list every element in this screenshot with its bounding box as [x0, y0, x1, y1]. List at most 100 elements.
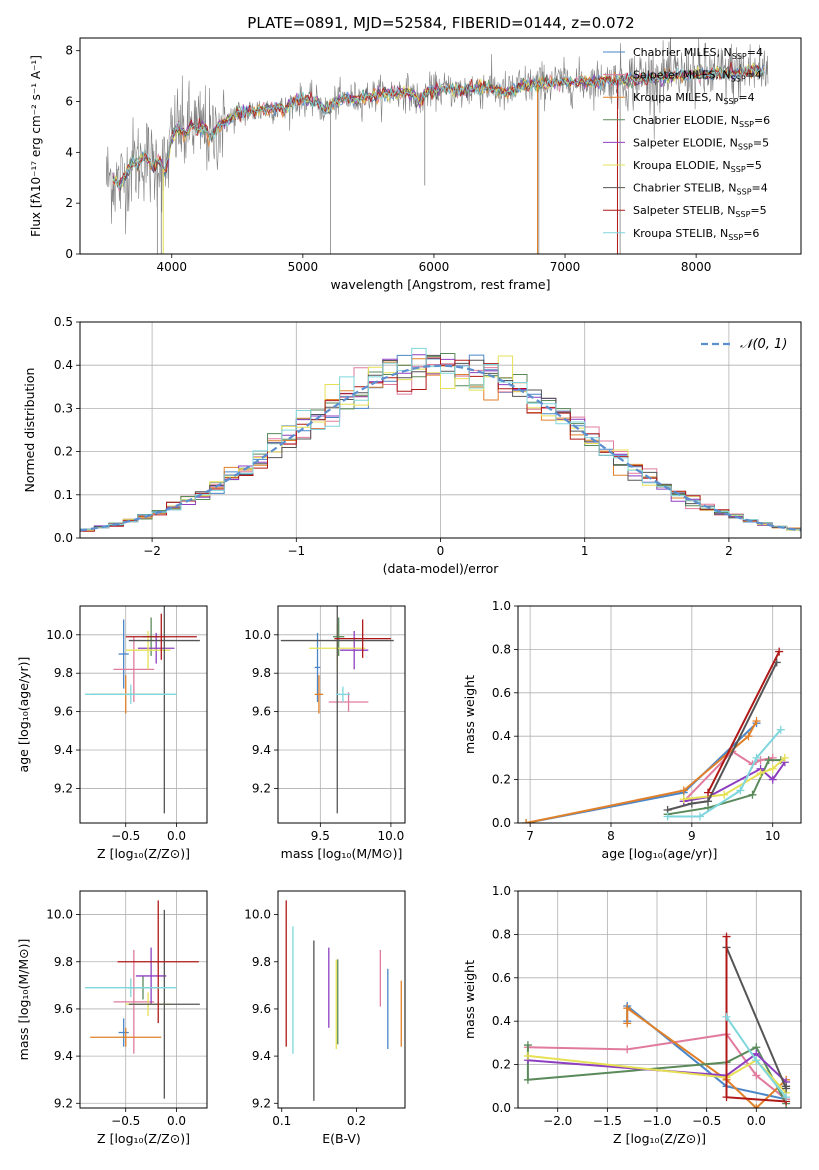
- weight-marker-kroupa-miles: [679, 786, 688, 795]
- y-tick-label: 0.8: [492, 642, 511, 656]
- legend-label-salpeter-miles: Salpeter MILES, NSSP=4: [633, 69, 762, 84]
- weight-marker-salpeter-elodie: [768, 775, 777, 784]
- weight-marker-chabrier-elodie: [523, 1041, 532, 1050]
- y-tick-label: 0.0: [54, 531, 73, 545]
- legend-label-main: Chabrier STELIB, N: [633, 182, 737, 195]
- x-tick-label: 8: [607, 829, 615, 843]
- legend: Chabrier MILES, NSSP=4 Salpeter MILES, NS…: [603, 46, 770, 242]
- weight-marker-kroupa-miles: [752, 717, 761, 726]
- model-spectrum-salpeter-stelib: [112, 61, 765, 187]
- spectrum-panel: 4000 5000 6000 7000 8000 0 2 4 6 8 wavelength [Ang…: [29, 37, 802, 292]
- legend-label-kroupa-elodie: Kroupa ELODIE, NSSP=5: [633, 159, 762, 174]
- weight-marker-kroupa-elodie: [523, 1051, 532, 1060]
- y-tick-label: 9.8: [54, 666, 73, 680]
- weight-marker-kroupa-elodie: [780, 753, 789, 762]
- weight-marker-kroupa-stelib: [663, 812, 672, 821]
- plot-area: [285, 900, 402, 1101]
- x-tick-label: 5000: [288, 260, 319, 274]
- weight-marker-kroupa-elodie: [768, 764, 777, 773]
- plot-area: [280, 606, 394, 814]
- legend-label-chabrier-miles: Chabrier MILES, NSSP=4: [633, 46, 763, 61]
- plot-area: [523, 932, 791, 1108]
- x-axis-label: E(B-V): [322, 1131, 361, 1146]
- y-tick-label: 1.0: [492, 884, 511, 898]
- x-axis-label: Z [log₁₀(Z/Z⊙)]: [97, 1131, 190, 1146]
- x-tick-label: 0.0: [167, 1114, 186, 1128]
- legend-label-main: Kroupa MILES, N: [633, 91, 723, 104]
- weight-marker-salpeter-miles: [752, 1071, 761, 1080]
- x-tick-label: 8000: [681, 260, 712, 274]
- y-tick-label: 10.0: [244, 628, 271, 642]
- legend-label-tail: =4: [752, 182, 768, 195]
- legend-label-chabrier-elodie: Chabrier ELODIE, NSSP=6: [633, 114, 770, 129]
- legend-label-main: Chabrier ELODIE, N: [633, 114, 739, 127]
- legend-label-salpeter-stelib: Salpeter STELIB, NSSP=5: [633, 204, 767, 219]
- residuals-histogram-panel: −2 −1 0 1 2 0.0 0.1 0.2 0.3 0.4 0.5 (data-model)/er…: [22, 315, 802, 576]
- weight-marker-chabrier-stelib: [687, 799, 696, 808]
- x-tick-label: 1: [581, 544, 589, 558]
- legend-label-main: Salpeter STELIB, N: [633, 204, 735, 217]
- y-tick-label: 9.6: [54, 705, 73, 719]
- weight-marker-chabrier-elodie: [748, 790, 757, 799]
- weight-line-salpeter-stelib: [707, 651, 781, 794]
- y-tick-label: 4: [65, 145, 73, 159]
- weight-marker-chabrier-elodie: [764, 756, 773, 765]
- mass-vs-metallicity-panel: −0.5 0.0 9.2 9.4 9.6 9.8 10.0 Z [log₁₀(Z/Z⊙)] ma…: [16, 890, 208, 1146]
- y-tick-label: 0.2: [492, 773, 511, 787]
- legend-label-main: Kroupa STELIB, N: [633, 227, 728, 240]
- legend-label-chabrier-stelib: Chabrier STELIB, NSSP=4: [633, 182, 768, 197]
- legend-label-tail: =5: [746, 159, 762, 172]
- y-tick-label: 9.2: [252, 781, 271, 795]
- legend-label-kroupa-stelib: Kroupa STELIB, NSSP=6: [633, 227, 759, 242]
- y-tick-label: 10.0: [244, 908, 271, 922]
- axes-frame: [277, 605, 406, 824]
- x-tick-label: 4000: [156, 260, 187, 274]
- legend-label-sub: SSP: [738, 142, 753, 151]
- weight-marker-kroupa-stelib: [752, 1056, 761, 1065]
- legend-label-sub: SSP: [735, 210, 750, 219]
- x-axis-label: Z [log₁₀(Z/Z⊙)]: [97, 846, 190, 861]
- x-tick-label: 6000: [419, 260, 450, 274]
- y-tick-label: 0.8: [492, 927, 511, 941]
- y-tick-label: 0.5: [54, 315, 73, 329]
- model-spectrum-kroupa-stelib: [112, 66, 765, 190]
- histogram-kroupa-stelib: [80, 347, 801, 532]
- weight-marker-salpeter-stelib: [775, 647, 784, 656]
- y-axis-label: Flux [fλ10⁻¹⁷ erg cm⁻² s⁻¹ A⁻¹]: [29, 55, 43, 237]
- x-tick-label: −1.0: [642, 1114, 671, 1128]
- y-tick-label: 8: [65, 44, 73, 58]
- y-tick-label: 0.2: [54, 445, 73, 459]
- weight-marker-kroupa-stelib: [782, 1093, 791, 1102]
- x-tick-label: −2.0: [543, 1114, 572, 1128]
- plot-area: [522, 647, 789, 823]
- legend-label-salpeter-elodie: Salpeter ELODIE, NSSP=5: [633, 136, 769, 151]
- mass-vs-ebv-panel: 0.1 0.2 9.2 9.4 9.6 9.8 10.0 E(B-V): [244, 890, 406, 1146]
- legend-label-sub: SSP: [739, 120, 754, 129]
- y-tick-label: 0.0: [492, 1101, 511, 1115]
- legend-label-tail: =5: [753, 136, 769, 149]
- y-tick-label: 9.2: [54, 781, 73, 795]
- x-tick-label: −1.5: [593, 1114, 622, 1128]
- y-tick-label: 9.4: [54, 1049, 73, 1063]
- normal-curve-line: [80, 364, 801, 532]
- x-axis-label: Z [log₁₀(Z/Z⊙)]: [613, 1131, 706, 1146]
- plot-area: [85, 900, 200, 1099]
- weight-marker-chabrier-stelib: [704, 797, 713, 806]
- axes-frame: [79, 321, 802, 539]
- y-tick-label: 0.6: [492, 686, 511, 700]
- weight-line-kroupa-miles: [525, 720, 758, 823]
- x-tick-label: 0.2: [347, 1114, 366, 1128]
- y-tick-label: 0.6: [492, 971, 511, 985]
- plot-area: [105, 38, 769, 254]
- y-axis-label: mass weight: [462, 675, 477, 754]
- legend-label-sub: SSP: [728, 233, 743, 242]
- y-axis-label: mass [log₁₀(M/M⊙)]: [16, 939, 31, 1061]
- weight-marker-chabrier-elodie: [523, 1075, 532, 1084]
- weight-marker-salpeter-stelib: [722, 1093, 731, 1102]
- axes-frame: [517, 890, 802, 1109]
- age-vs-metallicity-panel: −0.5 0.0 9.2 9.4 9.6 9.8 10.0 Z [log₁₀(Z/Z⊙)] ag…: [16, 605, 208, 861]
- y-tick-label: 0.1: [54, 488, 73, 502]
- legend-label-kroupa-miles: Kroupa MILES, NSSP=4: [633, 91, 755, 106]
- x-tick-label: 10.0: [378, 829, 405, 843]
